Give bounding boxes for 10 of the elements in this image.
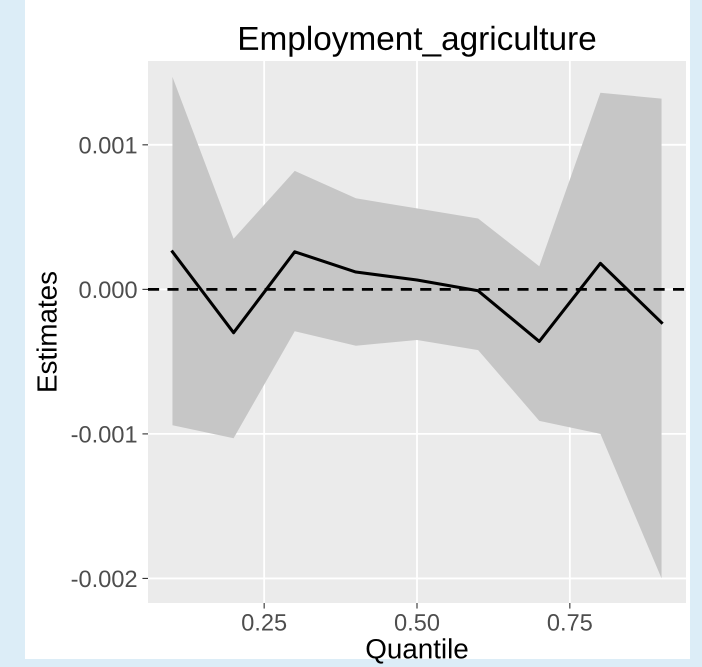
x-axis-title: Quantile: [366, 638, 468, 664]
y-tick-label: -0.001: [72, 426, 136, 443]
y-tick-label: 0.000: [79, 281, 137, 298]
x-tick-label: 0.25: [242, 614, 286, 631]
x-tick-label: 0.75: [548, 614, 592, 631]
chart-title: Employment_agriculture: [240, 26, 596, 57]
x-tick-label: 0.50: [394, 614, 440, 631]
y-axis-title: Estimates: [36, 272, 57, 391]
y-tick-label: -0.002: [72, 570, 136, 588]
y-tick-label: 0.001: [79, 136, 136, 154]
